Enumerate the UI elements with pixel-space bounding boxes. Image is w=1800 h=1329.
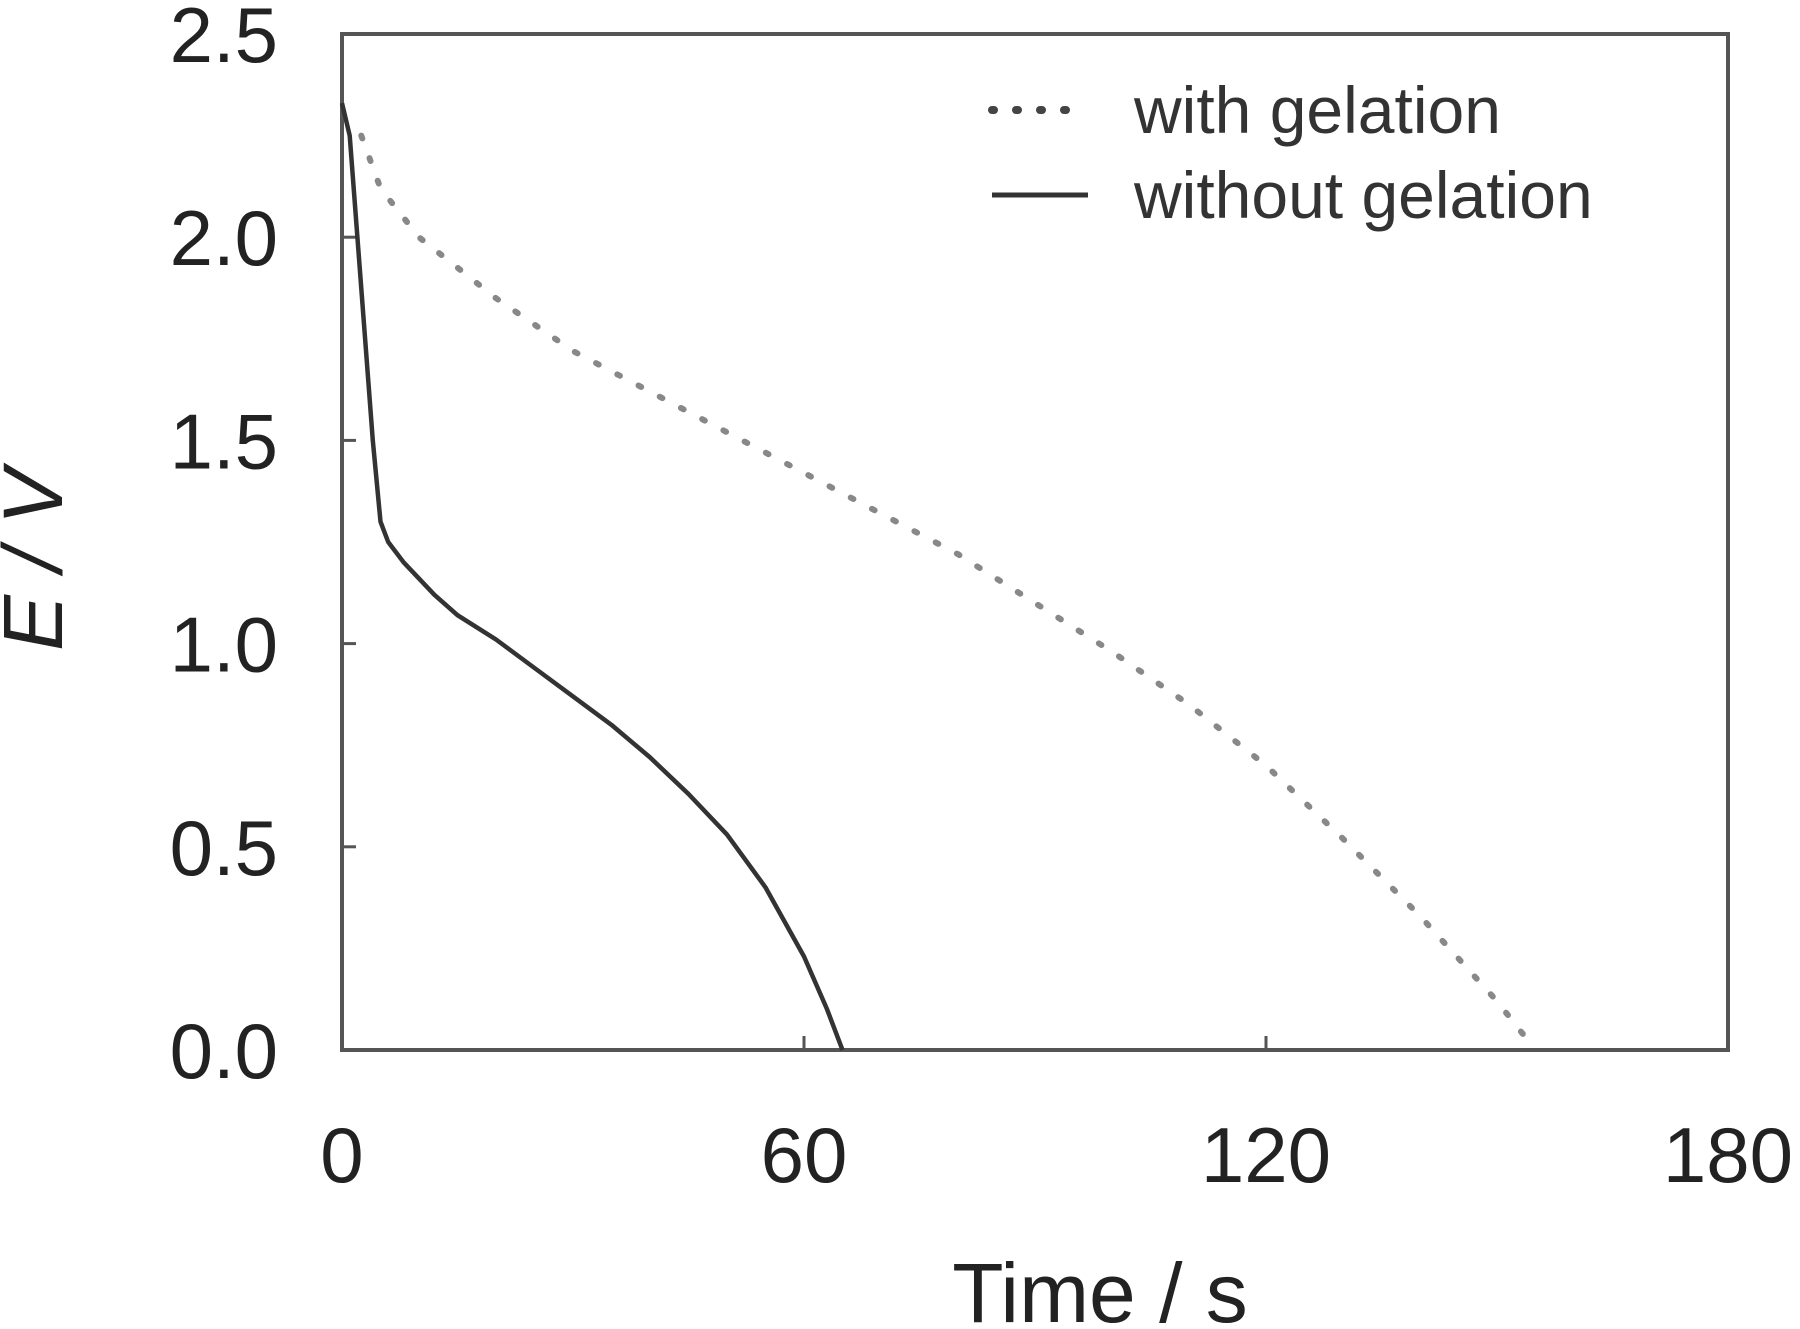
y-tick-label: 2.0 <box>170 194 278 282</box>
y-tick-label: 1.5 <box>170 397 278 485</box>
legend-label-without-gelation: without gelation <box>1133 158 1593 232</box>
series-line-with-gelation <box>358 132 1539 1053</box>
y-tick-label: 1.0 <box>170 601 278 689</box>
y-axis-title: E / V <box>0 462 80 651</box>
y-tick-label: 0.0 <box>170 1007 278 1095</box>
y-tick-label: 2.5 <box>170 0 278 79</box>
y-tick-label: 0.5 <box>170 804 278 892</box>
plot-area-frame <box>340 32 1730 1052</box>
series-line-without-gelation <box>339 102 845 1051</box>
x-tick-label: 60 <box>761 1111 848 1199</box>
x-tick-label: 120 <box>1201 1111 1331 1199</box>
x-tick-label: 180 <box>1663 1111 1793 1199</box>
legend-label-with-gelation: with gelation <box>1133 73 1501 147</box>
x-tick-label: 0 <box>320 1111 363 1199</box>
x-axis-title: Time / s <box>952 1246 1248 1329</box>
